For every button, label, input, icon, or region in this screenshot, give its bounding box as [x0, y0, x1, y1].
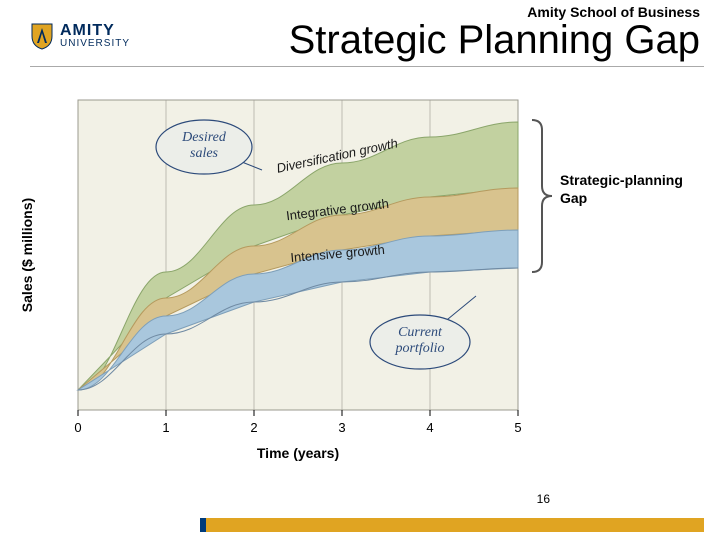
svg-text:Strategic-planning: Strategic-planning: [560, 172, 683, 188]
page-title: Strategic Planning Gap: [289, 18, 700, 63]
logo-line2: UNIVERSITY: [60, 39, 130, 49]
logo-shield-icon: [30, 22, 54, 50]
svg-text:sales: sales: [190, 146, 219, 161]
footer-accent-gold: [206, 518, 704, 532]
svg-text:5: 5: [514, 420, 521, 435]
logo: AMITY UNIVERSITY: [30, 22, 130, 50]
header-rule: [30, 66, 704, 67]
logo-line1: AMITY: [60, 23, 130, 39]
page-number: 16: [537, 492, 550, 506]
svg-text:portfolio: portfolio: [394, 341, 444, 356]
svg-text:0: 0: [74, 420, 81, 435]
svg-text:4: 4: [426, 420, 433, 435]
svg-text:Gap: Gap: [560, 190, 587, 206]
strategic-gap-chart: 012345Diversification growthIntegrative …: [12, 90, 708, 480]
svg-text:2: 2: [250, 420, 257, 435]
svg-text:Current: Current: [398, 325, 443, 340]
svg-text:1: 1: [162, 420, 169, 435]
svg-text:Desired: Desired: [181, 130, 227, 145]
logo-text: AMITY UNIVERSITY: [60, 23, 130, 48]
svg-text:Sales ($ millions): Sales ($ millions): [19, 198, 35, 312]
svg-text:Time (years): Time (years): [257, 445, 339, 461]
svg-text:3: 3: [338, 420, 345, 435]
